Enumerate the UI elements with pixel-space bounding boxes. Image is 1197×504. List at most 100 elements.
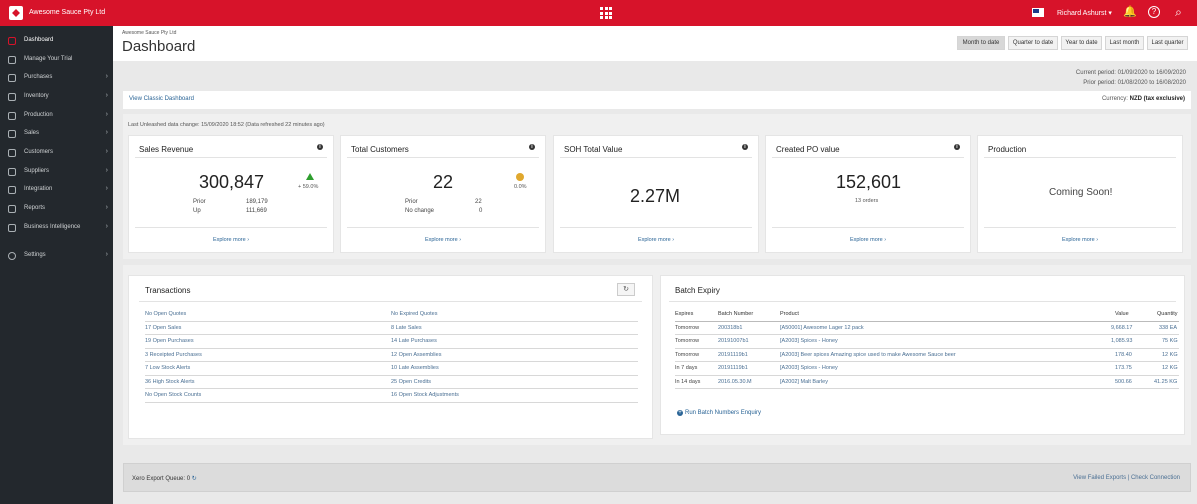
transaction-link[interactable]: 19 Open Purchases [145, 338, 194, 344]
no-change-label: No change [405, 208, 435, 214]
quantity-cell: 75 KG [1162, 338, 1178, 344]
divider [984, 157, 1176, 158]
last-data-change: Last Unleashed data change: 15/09/2020 1… [128, 122, 325, 128]
product-link[interactable]: [A2003] Spices - Honey [780, 338, 838, 344]
currency-label: Currency: [1101, 96, 1128, 102]
gear-icon [8, 252, 16, 260]
company-logo-icon[interactable] [9, 6, 23, 20]
refresh-button[interactable]: ↻ [617, 283, 635, 296]
total-customers-card: Total Customers i 22 0.0% Prior 22 No ch… [340, 135, 546, 253]
product-link[interactable]: [A2003] Spices - Honey [780, 365, 838, 371]
batch-number-link[interactable]: 20191119b1 [718, 365, 748, 371]
sidebar-item-settings[interactable]: Settings › [0, 247, 113, 265]
sidebar-item-inventory[interactable]: Inventory › [0, 88, 113, 106]
info-icon[interactable]: i [742, 144, 748, 150]
explore-more-link[interactable]: Explore more › [849, 237, 887, 243]
batch-number-link[interactable]: 20191119b1 [718, 351, 748, 358]
table-row: 7 Low Stock Alerts 10 Late Assemblies [145, 362, 638, 376]
xero-export-queue[interactable]: Xero Export Queue: 0 ↻ [132, 475, 197, 482]
transaction-link[interactable]: 36 High Stock Alerts [145, 378, 195, 385]
flag-icon[interactable] [1032, 8, 1044, 17]
transaction-link[interactable]: 10 Late Assemblies [391, 365, 439, 371]
plus-circle-icon: + [677, 410, 683, 416]
transaction-link[interactable]: 12 Open Assemblies [391, 351, 442, 358]
run-batch-numbers-enquiry-link[interactable]: + Run Batch Numbers Enquiry [677, 410, 761, 416]
last-month-button[interactable]: Last month [1105, 36, 1144, 50]
prior-value: 189,179 [246, 199, 268, 205]
current-period: Current period: 01/09/2020 to 16/09/2020 [1075, 70, 1186, 76]
chevron-right-icon: › [105, 92, 108, 99]
table-row: In 14 days 2016.05.30.M [A2002] Malt Bar… [675, 376, 1179, 389]
transaction-link[interactable]: 8 Late Sales [391, 324, 422, 331]
sidebar-item-business-intelligence[interactable]: Business Intelligence › [0, 219, 113, 237]
user-menu[interactable]: Richard Ashurst ▾ [1057, 10, 1112, 17]
transaction-link[interactable]: No Expired Quotes [391, 311, 438, 317]
product-link[interactable]: [A2003] Beer spices Amazing spice used t… [780, 351, 956, 358]
explore-more-link[interactable]: Explore more › [1061, 237, 1099, 243]
transaction-link[interactable]: 7 Low Stock Alerts [145, 365, 191, 371]
product-link[interactable]: [A50001] Awesome Lager 12 pack [780, 324, 864, 331]
apps-grid-icon[interactable] [600, 7, 612, 19]
column-header: Quantity [1157, 311, 1178, 317]
table-row: 3 Receipted Purchases 12 Open Assemblies [145, 349, 638, 362]
sidebar-item-dashboard[interactable]: Dashboard [0, 32, 113, 50]
refresh-icon[interactable]: ↻ [191, 476, 197, 482]
currency-info: Currency: NZD (tax exclusive) [1102, 96, 1185, 102]
transaction-link[interactable]: 16 Open Stock Adjustments [391, 392, 459, 398]
quantity-cell: 41.25 KG [1154, 378, 1178, 385]
breadcrumb[interactable]: Awesome Sauce Pty Ltd [122, 30, 177, 36]
transaction-link[interactable]: 17 Open Sales [145, 324, 182, 331]
info-icon[interactable]: i [317, 144, 323, 150]
sidebar-item-reports[interactable]: Reports › [0, 200, 113, 218]
users-icon [8, 149, 16, 157]
sidebar-item-customers[interactable]: Customers › [0, 144, 113, 162]
expires-cell: In 14 days [675, 378, 701, 385]
chevron-right-icon: › [105, 204, 108, 211]
transaction-link[interactable]: No Open Stock Counts [145, 392, 202, 398]
xero-queue-label: Xero Export Queue: 0 [132, 476, 191, 482]
info-icon[interactable]: i [529, 144, 535, 150]
explore-more-link[interactable]: Explore more › [424, 237, 462, 243]
help-icon[interactable]: ? [1148, 6, 1160, 18]
divider [139, 301, 642, 302]
sidebar-item-manage-trial[interactable]: Manage Your Trial [0, 51, 113, 69]
batch-number-link[interactable]: 20191007b1 [718, 338, 749, 344]
card-title: Transactions [145, 286, 191, 295]
batch-number-link[interactable]: 2016.05.30.M [718, 378, 752, 385]
value-cell: 500.66 [1115, 378, 1132, 385]
month-to-date-button[interactable]: Month to date [957, 36, 1005, 50]
transaction-link[interactable]: No Open Quotes [145, 311, 187, 317]
explore-more-link[interactable]: Explore more › [637, 237, 675, 243]
table-row: 17 Open Sales 8 Late Sales [145, 322, 638, 335]
bell-icon[interactable]: 🔔 [1123, 6, 1137, 18]
quarter-to-date-button[interactable]: Quarter to date [1008, 36, 1058, 50]
explore-more-link[interactable]: Explore more › [212, 237, 250, 243]
sidebar-item-production[interactable]: Production › [0, 107, 113, 125]
year-to-date-button[interactable]: Year to date [1061, 36, 1102, 50]
transaction-link[interactable]: 14 Late Purchases [391, 338, 437, 344]
sidebar-item-purchases[interactable]: Purchases › [0, 69, 113, 87]
info-icon[interactable]: i [954, 144, 960, 150]
chevron-right-icon: › [105, 148, 108, 155]
sidebar-item-integration[interactable]: Integration › [0, 181, 113, 199]
divider [772, 227, 964, 228]
sidebar-item-suppliers[interactable]: Suppliers › [0, 163, 113, 181]
view-classic-dashboard-link[interactable]: View Classic Dashboard [129, 96, 194, 102]
batch-number-link[interactable]: 200318b1 [718, 324, 743, 331]
card-title: Created PO value [776, 145, 840, 154]
search-icon[interactable]: ⌕ [1175, 5, 1182, 19]
transaction-link[interactable]: 3 Receipted Purchases [145, 351, 202, 358]
footer-links[interactable]: View Failed Exports | Check Connection [1073, 475, 1180, 481]
prior-label: Prior [193, 199, 206, 205]
expires-cell: Tomorrow [675, 351, 700, 358]
divider [135, 227, 327, 228]
sales-revenue-card: Sales Revenue i 300,847 + 59.0% Prior 18… [128, 135, 334, 253]
product-link[interactable]: [A2002] Malt Barley [780, 378, 828, 385]
top-bar: Awesome Sauce Pty Ltd Richard Ashurst ▾ … [0, 0, 1197, 26]
sidebar-item-label: Reports [24, 205, 46, 211]
company-name[interactable]: Awesome Sauce Pty Ltd [29, 9, 106, 16]
transaction-link[interactable]: 25 Open Credits [391, 378, 432, 385]
sidebar-item-sales[interactable]: Sales › [0, 125, 113, 143]
last-quarter-button[interactable]: Last quarter [1147, 36, 1188, 50]
total-customers-value: 22 [433, 172, 454, 192]
